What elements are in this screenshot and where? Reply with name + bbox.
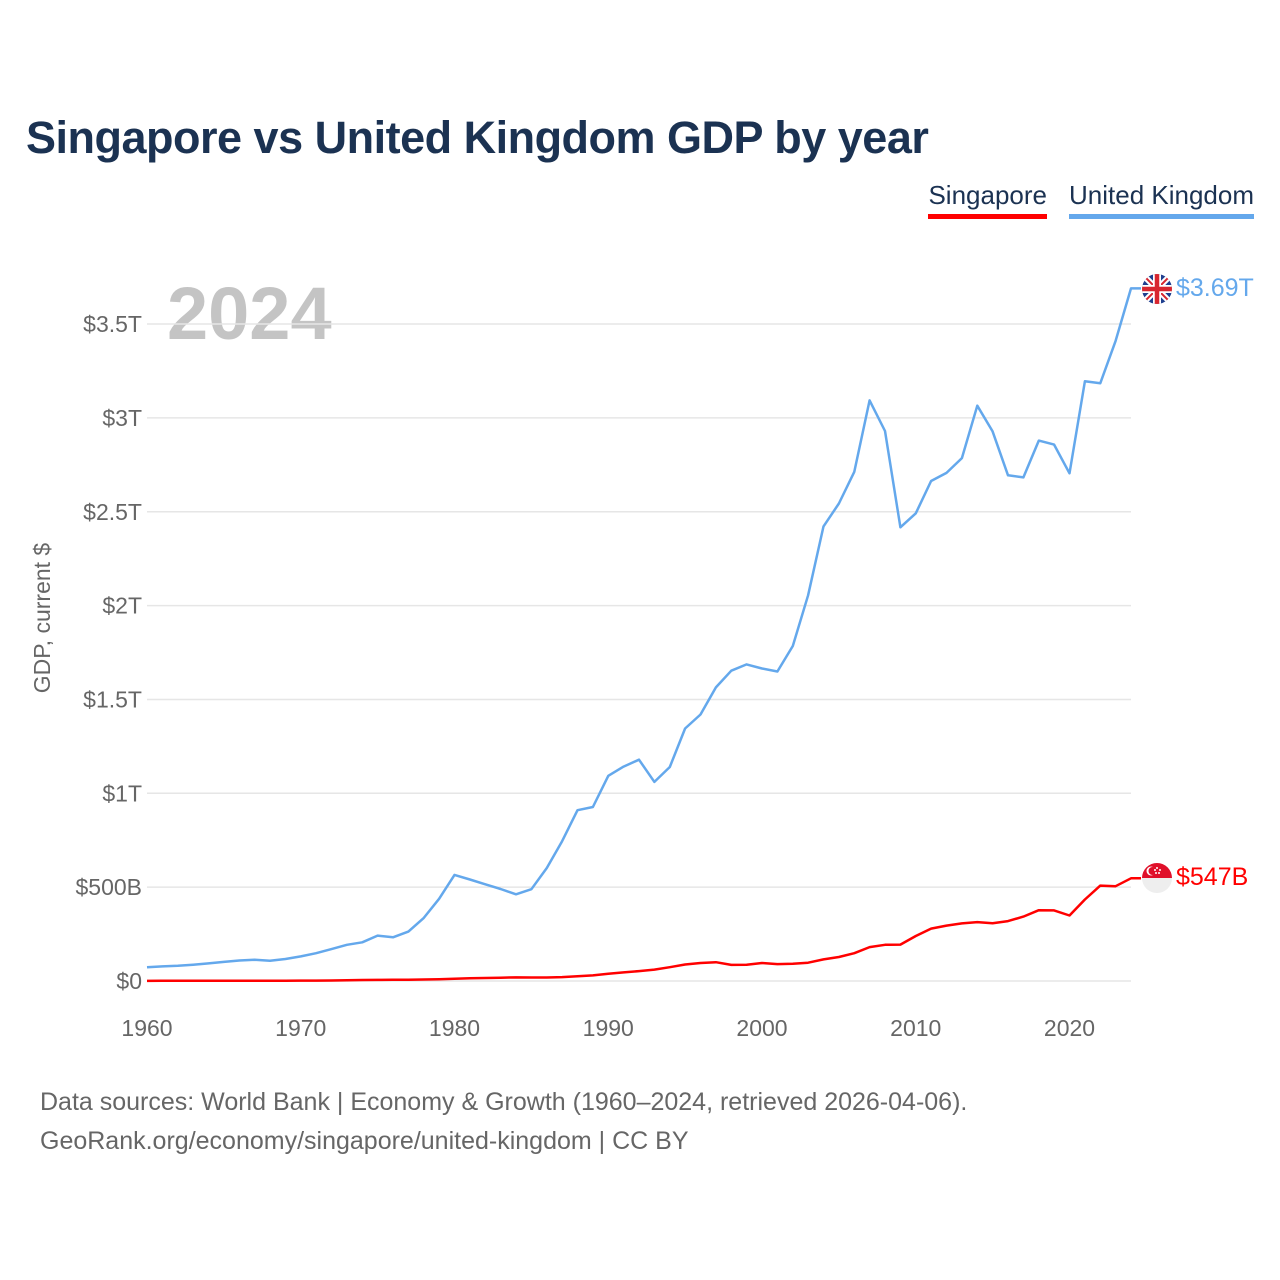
year-watermark: 2024	[167, 272, 332, 355]
uk-end-label: $3.69T	[1176, 274, 1254, 302]
x-tick-label: 2010	[890, 1015, 941, 1041]
series-line-united-kingdom	[146, 287, 1141, 969]
legend-item-singapore[interactable]: Singapore	[928, 180, 1047, 219]
uk-flag-icon	[1142, 274, 1172, 304]
y-tick-label: $500B	[75, 874, 142, 900]
y-tick-label: $2.5T	[83, 499, 142, 525]
y-tick-label: $0	[116, 968, 142, 994]
y-tick-label: $1.5T	[83, 686, 142, 712]
y-tick-label: $3.5T	[83, 311, 142, 337]
source-line-1: Data sources: World Bank | Economy & Gro…	[40, 1088, 968, 1116]
x-tick-label: 1960	[121, 1015, 172, 1041]
x-tick-label: 1980	[429, 1015, 480, 1041]
x-tick-label: 1990	[583, 1015, 634, 1041]
y-tick-label: $1T	[102, 780, 142, 806]
x-tick-label: 1970	[275, 1015, 326, 1041]
legend-item-united-kingdom[interactable]: United Kingdom	[1069, 180, 1254, 219]
y-tick-label: $3T	[102, 405, 142, 431]
singapore-flag-icon	[1142, 863, 1172, 893]
series-line-singapore	[146, 877, 1141, 983]
x-tick-label: 2020	[1044, 1015, 1095, 1041]
source-line-2[interactable]: GeoRank.org/economy/singapore/united-kin…	[40, 1127, 689, 1155]
legend: Singapore United Kingdom	[928, 180, 1254, 219]
x-tick-label: 2000	[736, 1015, 787, 1041]
y-tick-label: $2T	[102, 593, 142, 619]
singapore-end-label: $547B	[1176, 863, 1248, 891]
chart-title: Singapore vs United Kingdom GDP by year	[26, 112, 929, 163]
source-note: Data sources: World Bank | Economy & Gro…	[40, 1083, 967, 1161]
y-axis-label: GDP, current $	[29, 543, 55, 694]
